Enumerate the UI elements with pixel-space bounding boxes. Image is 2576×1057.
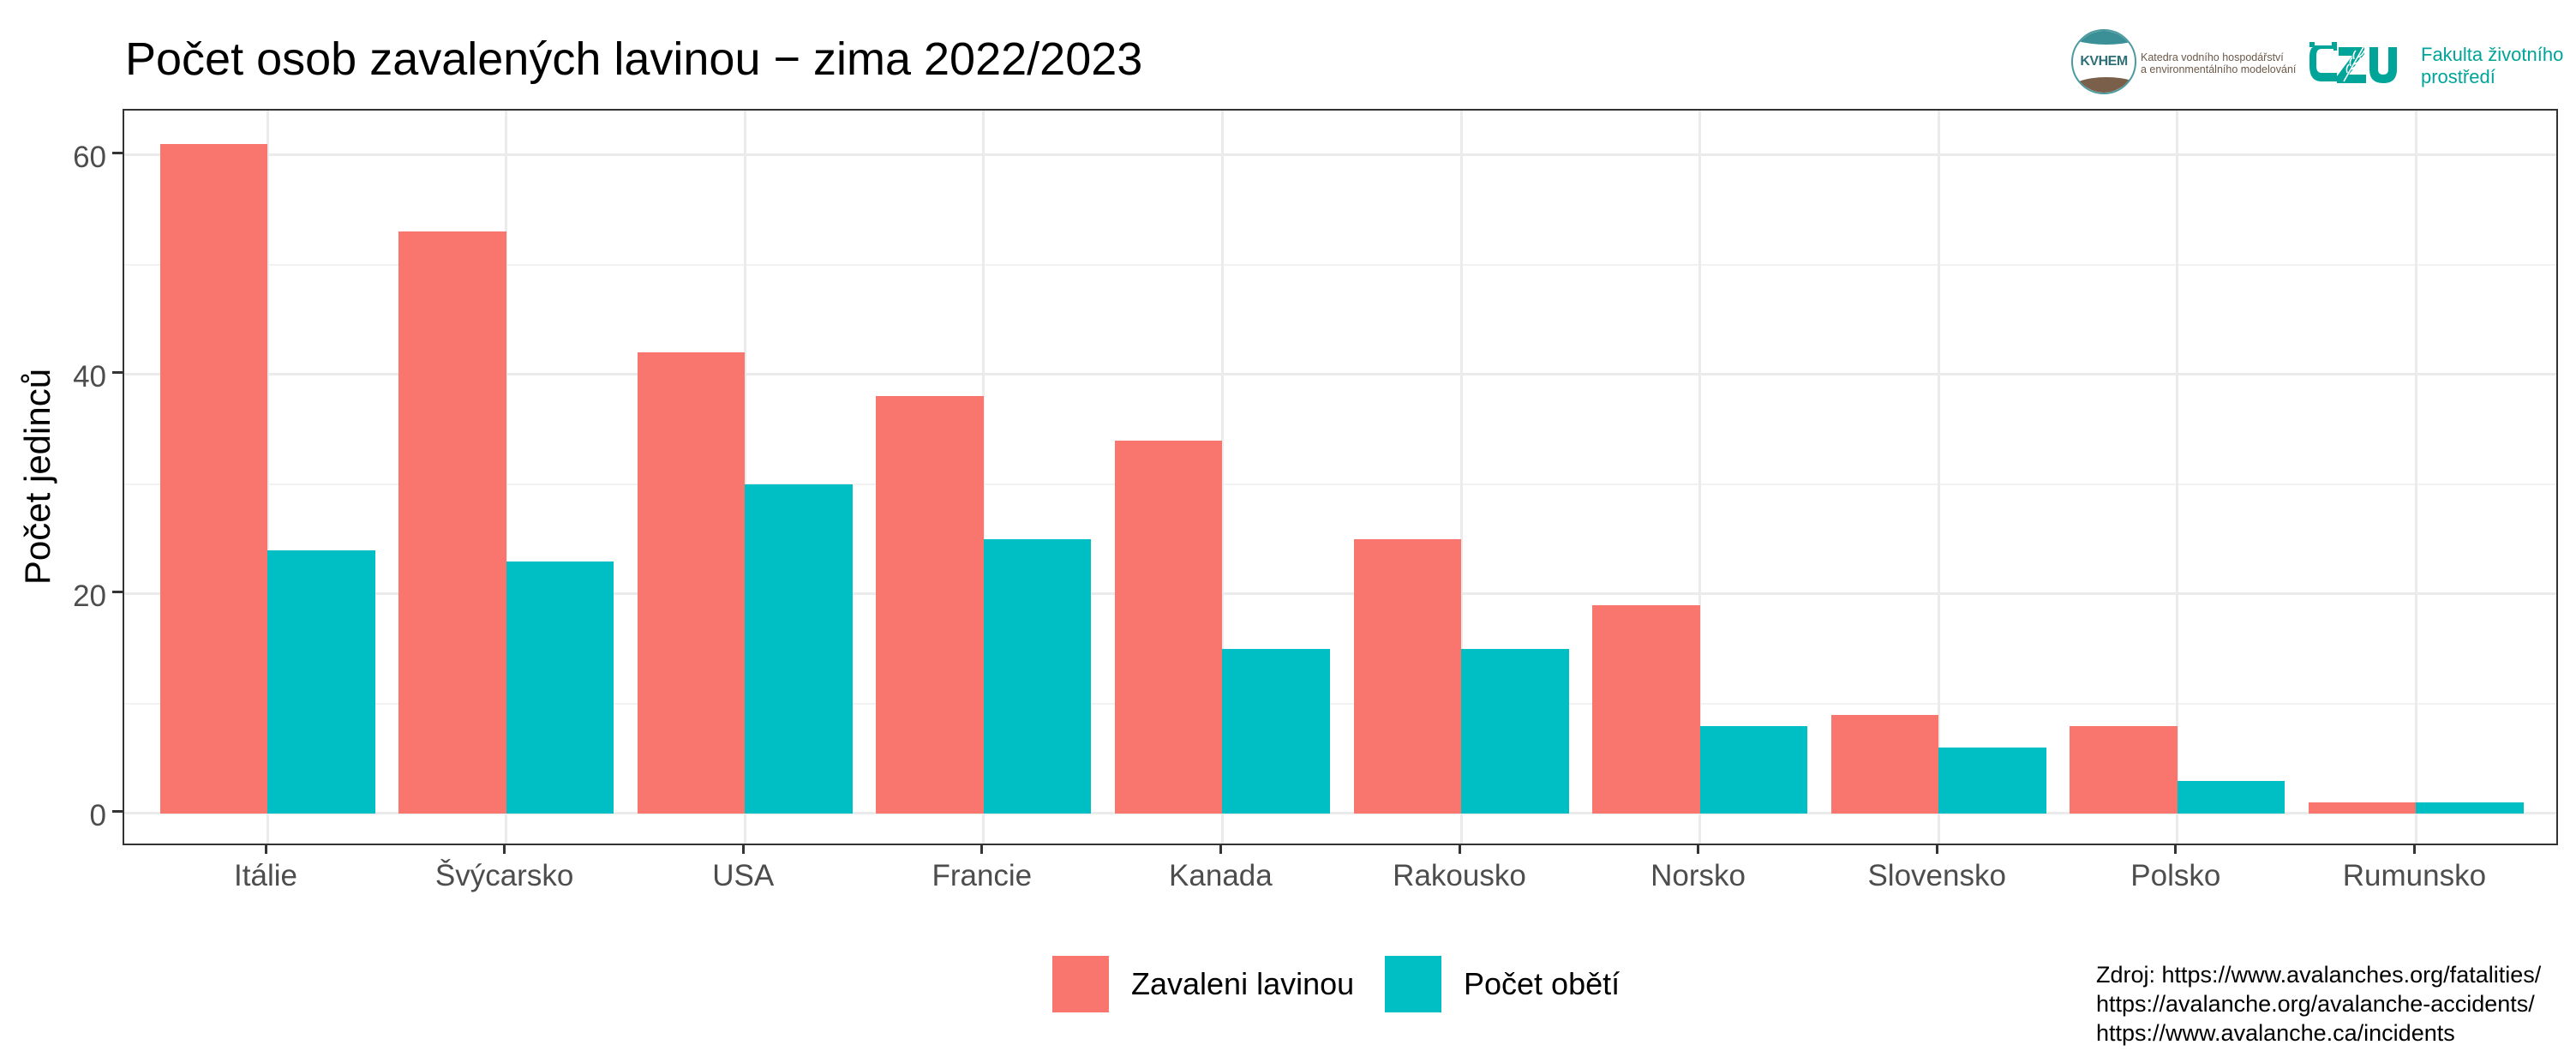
minor-gridline <box>124 483 2556 485</box>
bar-obeti <box>2177 780 2285 814</box>
bar-zavaleni <box>637 352 746 814</box>
minor-gridline <box>124 702 2556 705</box>
y-tick-label: 20 <box>73 579 106 613</box>
x-tick-label: Itálie <box>234 859 297 892</box>
czu-faculty-name: Fakulta životního prostředí <box>2421 44 2563 88</box>
vertical-gridline <box>266 111 269 844</box>
bar-obeti <box>1699 725 1808 814</box>
x-tick-mark <box>503 845 506 854</box>
bar-obeti <box>1461 648 1569 814</box>
y-tick-label: 0 <box>89 798 106 832</box>
x-tick-mark <box>980 845 984 854</box>
x-tick-mark <box>1697 845 1700 854</box>
legend-label-zavaleni: Zavaleni lavinou <box>1131 966 1355 1001</box>
plot-panel <box>123 109 2558 845</box>
kvhem-department-name: Katedra vodního hospodářství a environme… <box>2141 51 2296 75</box>
y-tick-label: 40 <box>73 359 106 393</box>
legend-label-obeti: Počet obětí <box>1464 966 1620 1001</box>
bar-zavaleni <box>2308 802 2417 814</box>
czu-logo <box>2309 42 2397 83</box>
source-line3: https://www.avalanche.ca/incidents <box>2096 1020 2455 1046</box>
major-gridline <box>124 153 2556 157</box>
minor-gridline <box>124 263 2556 266</box>
vertical-gridline <box>2176 111 2179 844</box>
kvhem-logo: KVHEM <box>2071 29 2136 94</box>
bar-obeti <box>267 550 375 814</box>
x-tick-label: Rumunsko <box>2342 859 2487 892</box>
wheat-ear-icon <box>2343 45 2365 82</box>
x-tick-label: Kanada <box>1169 859 1273 892</box>
kvhem-logo-mark: KVHEM <box>2080 54 2128 69</box>
y-tick-label: 60 <box>73 140 106 174</box>
kvhem-text-line1: Katedra vodního hospodářství <box>2141 51 2284 63</box>
x-tick-label: Slovensko <box>1867 859 2006 892</box>
bar-zavaleni <box>2070 725 2178 814</box>
vertical-gridline <box>1698 111 1702 844</box>
x-tick-label: Norsko <box>1650 859 1746 892</box>
kvhem-wave-graphic <box>2073 31 2135 45</box>
czu-text-line2: prostředí <box>2421 66 2495 87</box>
major-gridline <box>124 812 2556 815</box>
major-gridline <box>124 373 2556 376</box>
czu-text-line1: Fakulta životního <box>2421 44 2564 65</box>
source-line2: https://avalanche.org/avalanche-accident… <box>2096 991 2535 1017</box>
kvhem-text-line2: a environmentálního modelování <box>2141 63 2297 75</box>
vertical-gridline <box>2414 111 2417 844</box>
chart-title: Počet osob zavalených lavinou − zima 202… <box>125 33 1143 85</box>
legend-swatch-zavaleni <box>1052 956 1109 1012</box>
y-axis-title: Počet jedinců <box>17 368 57 586</box>
major-gridline <box>124 592 2556 596</box>
vertical-gridline <box>1459 111 1463 844</box>
bar-obeti <box>745 483 853 814</box>
x-tick-mark <box>2412 845 2416 854</box>
x-tick-mark <box>741 845 745 854</box>
source-line1: Zdroj: https://www.avalanches.org/fatali… <box>2096 962 2542 988</box>
bar-zavaleni <box>1830 714 1939 814</box>
x-tick-mark <box>264 845 267 854</box>
y-tick-mark <box>112 152 123 155</box>
bar-zavaleni <box>1353 538 1461 814</box>
vertical-gridline <box>982 111 985 844</box>
vertical-gridline <box>743 111 746 844</box>
x-tick-mark <box>1458 845 1461 854</box>
source-note: Zdroj: https://www.avalanches.org/fatali… <box>2096 960 2541 1048</box>
x-tick-label: Francie <box>932 859 1033 892</box>
x-tick-mark <box>2174 845 2178 854</box>
x-tick-label: USA <box>712 859 775 892</box>
bar-obeti <box>1222 648 1330 814</box>
bar-obeti <box>983 538 1092 814</box>
vertical-gridline <box>505 111 508 844</box>
bar-obeti <box>1938 748 2046 814</box>
x-tick-label: Rakousko <box>1393 859 1526 892</box>
legend-swatch-obeti <box>1385 956 1441 1012</box>
bar-zavaleni <box>876 396 984 814</box>
bar-obeti <box>2416 802 2524 814</box>
bar-obeti <box>506 561 614 814</box>
bar-zavaleni <box>1592 604 1700 814</box>
vertical-gridline <box>1220 111 1224 844</box>
bar-zavaleni <box>398 231 506 814</box>
y-tick-mark <box>112 810 123 814</box>
x-tick-label: Polsko <box>2130 859 2221 892</box>
czu-logo-mark <box>2309 42 2397 83</box>
bar-zavaleni <box>159 144 267 814</box>
y-tick-mark <box>112 591 123 594</box>
vertical-gridline <box>1937 111 1940 844</box>
x-tick-mark <box>1219 845 1222 854</box>
bar-zavaleni <box>1114 440 1223 814</box>
x-tick-mark <box>1935 845 1938 854</box>
x-tick-label: Švýcarsko <box>434 859 574 892</box>
y-tick-mark <box>112 371 123 375</box>
kvhem-earth-graphic <box>2073 77 2135 93</box>
